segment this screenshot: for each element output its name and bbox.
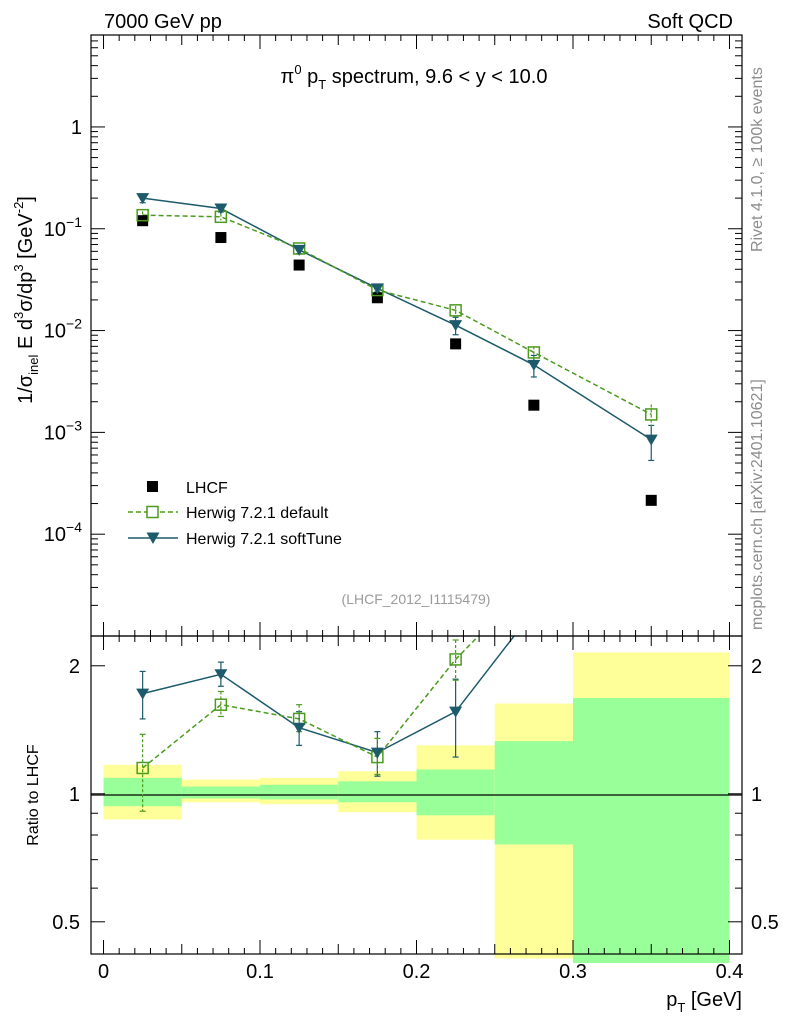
main-ytick-label: 10−3: [44, 417, 82, 444]
default-point: [644, 408, 658, 421]
default-line: [142, 214, 652, 416]
ratio-band-green: [572, 697, 730, 964]
lhcf-point: [371, 292, 383, 304]
ratio-band-green: [260, 784, 339, 800]
legend: LHCF Herwig 7.2.1 default Herwig 7.2.1 s…: [128, 480, 342, 548]
main-ticks: [91, 34, 742, 637]
ratio-ytick-label-right: 0.5: [751, 912, 779, 934]
lhcf-point: [528, 399, 540, 411]
lhcf-point: [645, 494, 657, 506]
ratio-y-axis-label: Ratio to LHCF: [25, 744, 42, 846]
softtune-point: [136, 193, 150, 205]
side-label-mcplots: mcplots.cern.ch [arXiv:2401.10621]: [749, 379, 766, 630]
legend-marker-lhcf: [147, 481, 158, 492]
x-tick-label: 0: [98, 961, 109, 983]
ratio-ytick-label-left: 1: [69, 784, 80, 806]
ratio-default-line: [142, 636, 480, 769]
lhcf-point: [450, 338, 462, 350]
ratio-ticks: [91, 636, 742, 954]
ratio-tick-labels: 0.5 0.5 1 1 2 2 0 0.1 0.2 0.3 0.4: [52, 656, 779, 983]
default-point: [527, 346, 541, 359]
x-tick-label: 0.2: [403, 961, 431, 983]
ratio-softtune-line: [142, 636, 516, 754]
lhcf-point: [293, 259, 305, 271]
ratio-ytick-label-right: 2: [751, 656, 762, 678]
softtune-point: [214, 203, 228, 215]
ratio-softtune-point: [214, 669, 228, 681]
ratio-series-layer: [136, 636, 516, 812]
header-left: 7000 GeV pp: [104, 11, 222, 33]
main-ytick-label: 10−4: [44, 519, 82, 546]
softtune-point: [644, 434, 658, 446]
softtune-point: [292, 244, 306, 256]
main-ytick-label: 10−2: [44, 316, 82, 343]
ratio-default-point: [214, 698, 228, 711]
softtune-point: [527, 359, 541, 371]
ratio-softtune-point: [136, 688, 150, 700]
ratio-series-clipped: [136, 636, 516, 812]
legend-marker-softtune: [146, 532, 160, 544]
x-tick-label: 0.1: [246, 961, 274, 983]
ratio-softtune-point: [449, 706, 463, 718]
ratio-ytick-label-right: 1: [751, 784, 762, 806]
main-ytick-label: 1: [71, 117, 82, 139]
ratio-band-green: [181, 786, 261, 799]
main-ytick-labels: 1 10−1 10−2 10−3 10−4: [44, 117, 82, 546]
legend-label-lhcf: LHCF: [186, 480, 228, 497]
legend-marker-default: [146, 505, 159, 519]
legend-label-default: Herwig 7.2.1 default: [186, 505, 329, 522]
chart-title: π0 pT spectrum, 9.6 < y < 10.0: [281, 62, 548, 92]
softtune-point: [449, 320, 463, 332]
ratio-band-green: [338, 781, 417, 803]
ratio-panel: 0.5 0.5 1 1 2 2 0 0.1 0.2 0.3 0.4 Ratio to LHCF pT…: [25, 635, 779, 1015]
default-point: [136, 208, 149, 222]
side-label-rivet: Rivet 4.1.0, ≥ 100k events: [749, 67, 766, 252]
main-y-axis-label: 1/σinel E d3σ/dp3 [GeV-2]: [11, 196, 41, 404]
ratio-ytick-label-left: 0.5: [52, 912, 80, 934]
ratio-softtune-point: [370, 747, 384, 759]
main-series-layer: [136, 193, 658, 506]
ratio-band-green: [416, 769, 495, 816]
ratio-band-green: [494, 741, 573, 845]
softtune-point: [370, 283, 384, 295]
ratio-softtune-point: [292, 722, 306, 734]
main-ytick-label: 10−1: [44, 214, 82, 241]
ratio-default-point: [136, 761, 149, 775]
x-axis-label: pT [GeV]: [666, 989, 742, 1015]
ratio-default-point: [449, 653, 462, 666]
ratio-ytick-label-left: 2: [69, 656, 80, 678]
default-point: [449, 304, 462, 317]
main-panel: 1 10−1 10−2 10−3 10−4 π0 pT spectrum, 9.6 < …: [11, 34, 743, 637]
legend-label-softtune: Herwig 7.2.1 softTune: [186, 531, 342, 548]
header-right: Soft QCD: [647, 11, 733, 33]
ratio-bands: [103, 652, 730, 964]
x-tick-label: 0.3: [559, 961, 587, 983]
x-tick-label: 0.4: [716, 961, 744, 983]
analysis-watermark: (LHCF_2012_I1115479): [342, 591, 491, 607]
lhcf-point: [215, 232, 227, 244]
